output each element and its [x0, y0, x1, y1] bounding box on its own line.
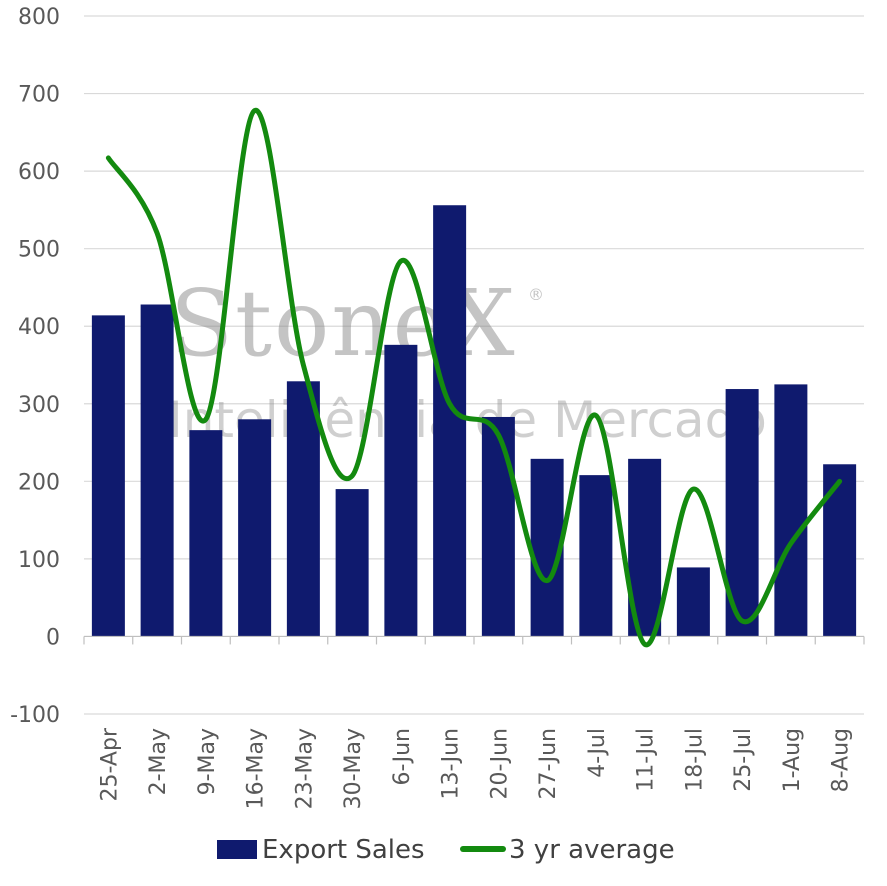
bar-export-sales: [774, 384, 808, 637]
y-tick-label: 100: [18, 548, 60, 573]
x-tick-label: 11-Jul: [634, 728, 659, 792]
bar-series: [91, 205, 857, 637]
x-tick-label: 25-Apr: [97, 727, 122, 801]
legend-swatch-export-sales: [217, 840, 257, 859]
bar-export-sales: [91, 315, 125, 637]
y-tick-label: 200: [18, 470, 60, 495]
legend-label-3yr-average: 3 yr average: [509, 835, 675, 865]
y-tick-label: 0: [46, 625, 60, 650]
bar-export-sales: [140, 304, 174, 637]
x-tick-label: 30-May: [341, 728, 366, 809]
y-tick-label: 400: [18, 315, 60, 340]
bar-export-sales: [335, 489, 369, 637]
x-tick-label: 13-Jun: [439, 728, 464, 800]
x-tick-label: 16-May: [244, 728, 269, 809]
bar-export-sales: [579, 475, 613, 637]
x-tick-label: 27-Jun: [536, 728, 561, 800]
bar-export-sales: [481, 416, 515, 637]
y-axis-ticks: -100 0 100 200 300 400 500 600 700 800: [10, 5, 60, 728]
x-tick-label: 2-May: [146, 728, 171, 795]
x-tick-label: 1-Aug: [780, 728, 805, 792]
bar-export-sales: [676, 567, 710, 637]
y-tick-label: 800: [18, 5, 60, 30]
line-series-3yr-average: [105, 108, 843, 647]
bar-export-sales: [238, 419, 272, 637]
bar-export-sales: [286, 381, 320, 637]
watermark-registered-mark: ®: [528, 285, 544, 304]
x-tick-label: 4-Jul: [585, 728, 610, 778]
y-tick-label: 500: [18, 238, 60, 263]
x-tick-label: 18-Jul: [682, 728, 707, 792]
x-tick-label: 9-May: [195, 728, 220, 795]
legend: Export Sales 3 yr average: [217, 835, 675, 865]
y-tick-label: 300: [18, 393, 60, 418]
x-axis: [83, 635, 865, 645]
legend-label-export-sales: Export Sales: [262, 835, 425, 865]
x-tick-label: 20-Jun: [487, 728, 512, 800]
y-tick-label: 700: [18, 83, 60, 108]
x-axis-ticks: 25-Apr 2-May 9-May 16-May 23-May 30-May 6-Jun 1…: [97, 727, 853, 809]
x-tick-label: 23-May: [292, 728, 317, 809]
bar-export-sales: [823, 464, 857, 637]
bar-export-sales: [433, 205, 467, 637]
x-tick-label: 8-Aug: [829, 728, 854, 792]
x-tick-label: 6-Jun: [390, 728, 415, 786]
x-tick-label: 25-Jul: [731, 728, 756, 792]
bar-export-sales: [189, 430, 223, 637]
bar-export-sales: [384, 344, 418, 637]
y-tick-label: 600: [18, 160, 60, 185]
y-tick-label: -100: [10, 703, 60, 728]
